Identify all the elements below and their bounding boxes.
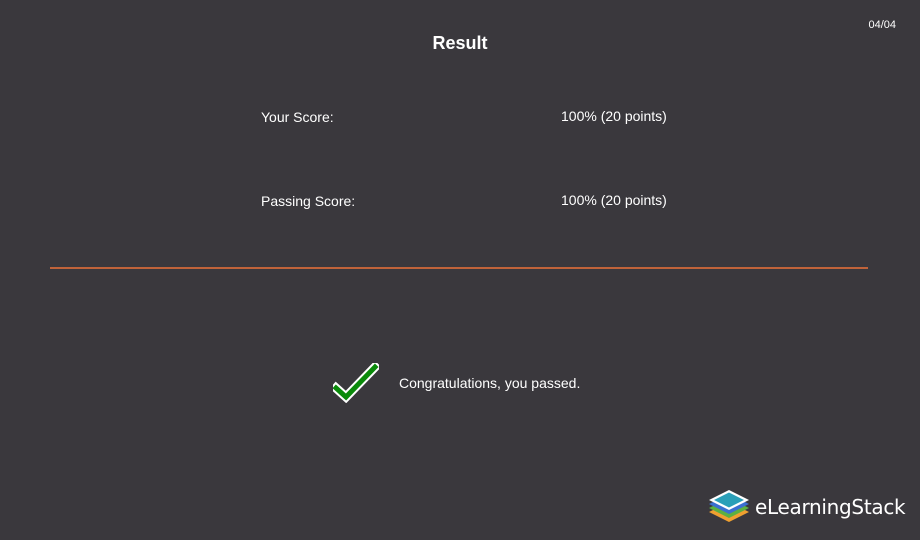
brand-logo: eLearningStack xyxy=(707,488,906,526)
your-score-value: 100% (20 points) xyxy=(561,108,667,124)
page-counter: 04/04 xyxy=(868,19,896,31)
brand-logo-text: eLearningStack xyxy=(755,495,906,519)
checkmark-icon xyxy=(333,363,379,403)
result-message: Congratulations, you passed. xyxy=(399,375,581,391)
page-title: Result xyxy=(432,33,488,53)
passing-score-value: 100% (20 points) xyxy=(561,192,667,208)
divider xyxy=(50,267,868,269)
passing-score-label: Passing Score: xyxy=(261,193,356,209)
stack-logo-icon xyxy=(709,490,749,522)
your-score-label: Your Score: xyxy=(261,109,334,125)
